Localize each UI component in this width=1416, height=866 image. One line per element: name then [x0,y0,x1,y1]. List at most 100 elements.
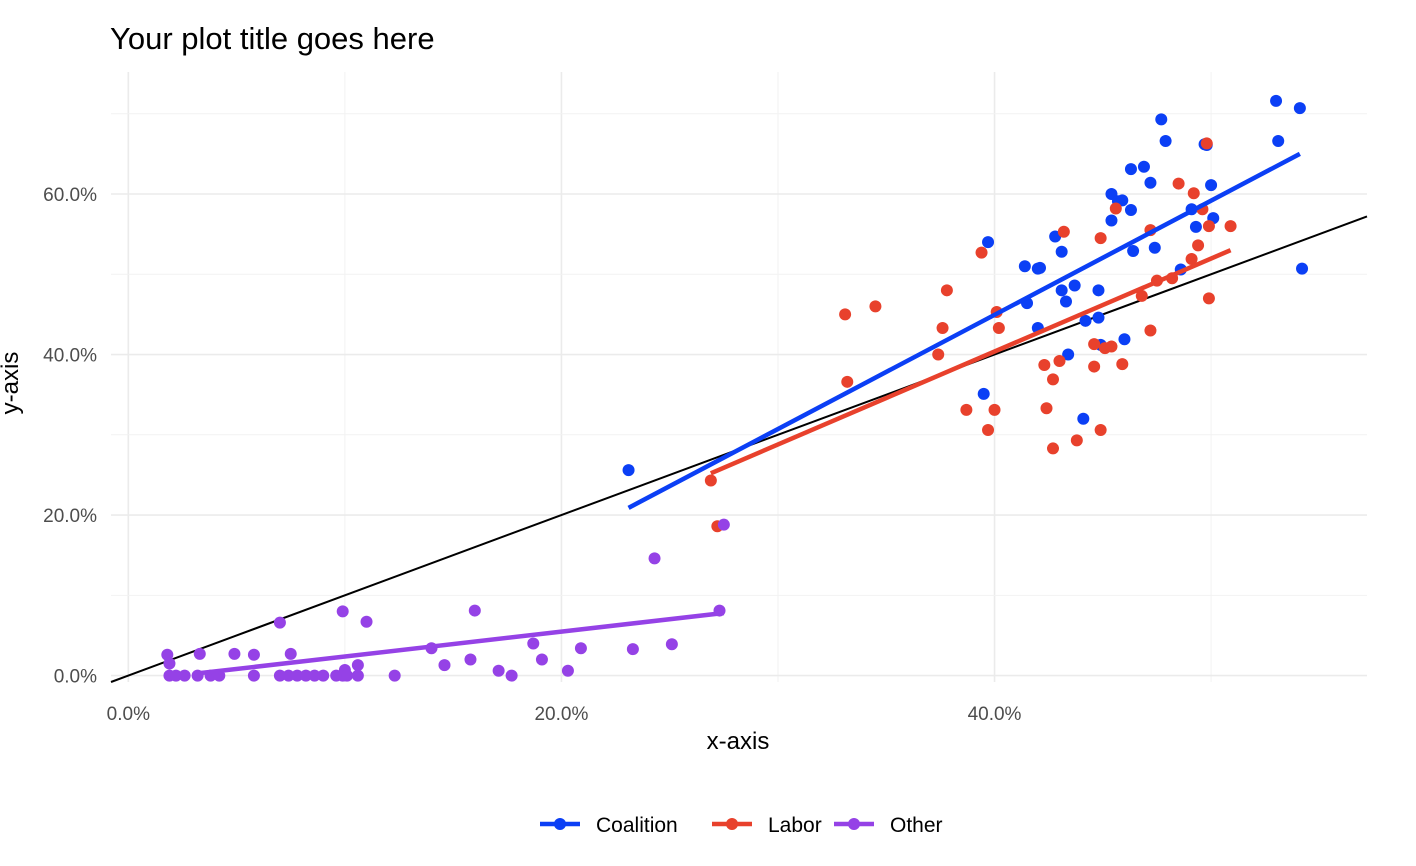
point-coalition [1055,245,1068,258]
point-other [336,605,349,618]
point-labor [1202,220,1215,233]
point-coalition [1077,412,1090,425]
legend-item-other: Other [834,814,943,837]
point-labor [1172,177,1185,190]
point-other [351,669,364,682]
point-coalition [1148,241,1161,254]
point-coalition [622,464,635,477]
point-coalition [1124,163,1137,176]
point-other [284,647,297,660]
point-labor [841,375,854,388]
point-other [351,659,364,672]
legend-label: Labor [768,814,822,837]
x-tick-label: 20.0% [534,704,588,725]
x-tick-label: 0.0% [107,704,150,725]
point-coalition [1059,295,1072,308]
point-other [561,664,574,677]
point-coalition [1293,102,1306,115]
fit-line-labor [709,248,1232,476]
point-other [228,647,241,660]
point-labor [869,300,882,313]
point-coalition [1144,176,1157,189]
point-coalition [982,236,995,249]
point-other [282,669,295,682]
point-labor [1088,338,1101,351]
y-tick-label: 20.0% [43,506,97,527]
point-coalition [1155,113,1168,126]
point-labor [940,284,953,297]
point-other [273,669,286,682]
point-other [317,669,330,682]
y-tick-label: 60.0% [43,185,97,206]
point-other [492,664,505,677]
point-labor [1047,442,1059,455]
point-other [291,669,304,682]
point-coalition [1124,204,1137,217]
point-labor [1200,137,1213,150]
point-coalition [1272,135,1285,148]
point-other [163,657,176,670]
point-other [247,648,260,661]
point-labor [839,308,852,321]
point-labor [1144,324,1157,337]
point-other [717,518,730,531]
point-other [574,642,587,655]
point-coalition [1270,94,1283,107]
point-other [308,669,321,682]
point-coalition [1068,279,1081,292]
point-labor [1053,354,1066,367]
point-other [193,647,206,660]
point-labor [988,403,1001,416]
point-coalition [1092,311,1105,324]
point-coalition [1137,160,1150,173]
point-coalition [1296,262,1309,275]
point-coalition [1062,348,1075,361]
legend-key-point [554,818,566,830]
point-other [247,669,260,682]
legend-key-point [848,818,860,830]
point-coalition [1079,314,1092,327]
point-other [665,638,678,651]
point-other [273,616,286,629]
point-coalition [1092,284,1105,297]
point-labor [1202,292,1215,305]
point-labor [1088,360,1101,373]
point-labor [1094,423,1107,436]
point-labor [936,322,949,335]
point-coalition [1018,260,1031,273]
point-coalition [977,387,990,400]
point-labor [1105,340,1118,353]
point-coalition [1189,220,1202,233]
point-labor [1187,187,1200,200]
point-labor [975,246,988,259]
point-labor [1192,239,1205,252]
x-tick-labels: 0.0% 20.0% 40.0% [107,704,1022,725]
point-other [505,669,518,682]
point-coalition [1159,135,1172,148]
point-other [535,653,548,666]
point-labor [1040,402,1053,415]
point-labor [982,423,995,436]
point-coalition [1055,284,1068,297]
point-labor [932,348,945,361]
chart-title: Your plot title goes here [110,21,435,56]
point-other [178,669,191,682]
point-other [388,669,401,682]
point-labor [992,322,1005,335]
y-tick-label: 40.0% [43,346,97,367]
y-axis-label: y-axis [0,352,24,415]
point-other [341,669,354,682]
y-tick-label: 0.0% [54,667,97,688]
point-coalition [1205,179,1218,192]
point-labor [1224,220,1237,233]
point-other [626,643,639,656]
point-labor [960,403,973,416]
legend-item-coalition: Coalition [540,814,678,837]
x-axis-label: x-axis [707,728,770,755]
fit-line-other [199,610,725,676]
point-labor [1038,358,1051,371]
legend-key-point [726,818,738,830]
point-coalition [1118,333,1131,346]
point-other [360,615,373,628]
